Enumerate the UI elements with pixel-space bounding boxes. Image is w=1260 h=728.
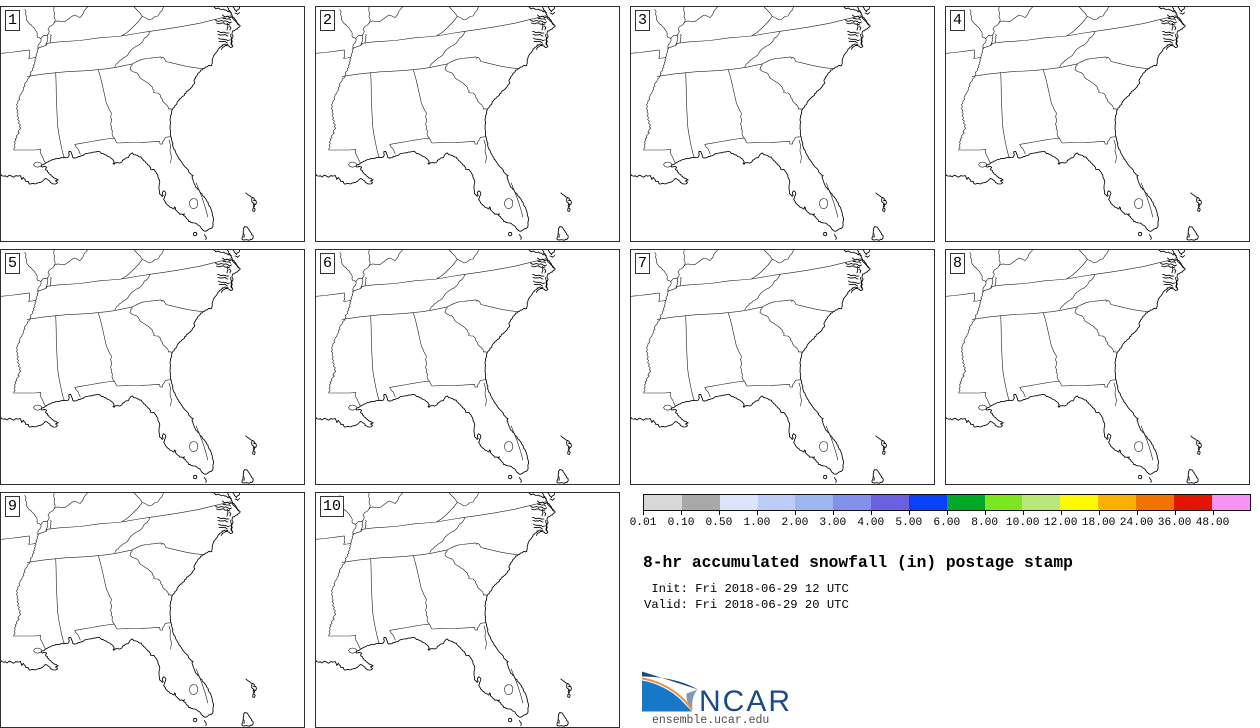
svg-text:NCAR: NCAR (699, 685, 792, 713)
